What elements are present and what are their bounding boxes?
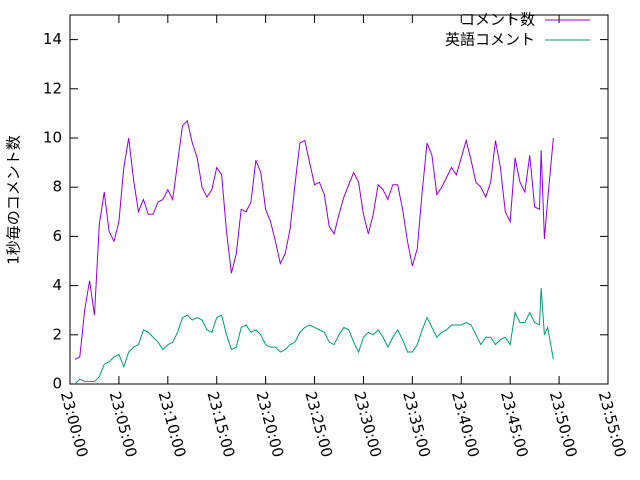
series-line	[74, 119, 554, 360]
x-tick-label: 23:50:00	[546, 390, 581, 460]
y-tick-label: 10	[43, 129, 62, 147]
x-tick-label: 23:30:00	[350, 390, 385, 460]
x-tick-label: 23:40:00	[448, 390, 483, 460]
series-line	[74, 288, 554, 385]
legend-label: 英語コメント	[445, 31, 535, 49]
legend-label: コメント数	[460, 11, 535, 29]
y-tick-label: 8	[52, 178, 62, 196]
x-tick-label: 23:35:00	[399, 390, 434, 460]
x-tick-label: 23:45:00	[497, 390, 532, 460]
y-tick-label: 4	[52, 276, 62, 294]
x-tick-label: 23:25:00	[301, 390, 336, 460]
x-tick-label: 23:00:00	[57, 390, 92, 460]
y-tick-label: 12	[43, 79, 62, 97]
plot-frame	[69, 14, 609, 385]
y-tick-label: 6	[52, 227, 62, 245]
x-tick-label: 23:20:00	[252, 390, 287, 460]
y-tick-label: 2	[52, 325, 62, 343]
y-axis-label: 1秒毎のコメント数	[5, 135, 23, 265]
x-tick-label: 23:05:00	[106, 390, 141, 460]
x-tick-label: 23:55:00	[595, 390, 630, 460]
y-tick-label: 14	[43, 30, 62, 48]
x-tick-label: 23:15:00	[204, 390, 239, 460]
y-tick-label: 0	[52, 375, 62, 393]
x-tick-label: 23:10:00	[155, 390, 190, 460]
